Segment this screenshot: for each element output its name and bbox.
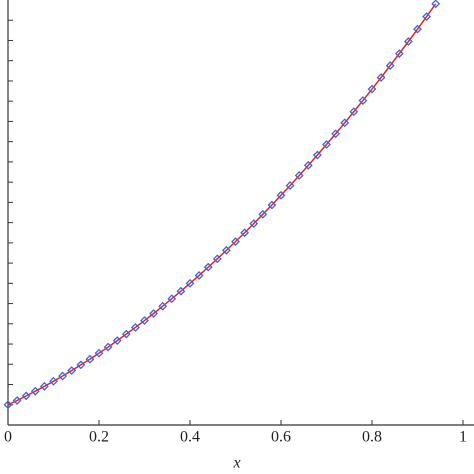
line (7, 3, 437, 406)
marker (285, 181, 295, 191)
marker (67, 366, 77, 375)
marker (312, 150, 322, 160)
marker (194, 271, 204, 280)
x-tick-label: 0.4 (180, 429, 200, 446)
marker (158, 301, 168, 311)
marker (103, 342, 113, 352)
marker (149, 309, 159, 318)
marker (94, 348, 104, 358)
marker (258, 209, 268, 219)
marker (21, 391, 31, 401)
marker (3, 400, 13, 410)
marker (185, 278, 195, 288)
marker (367, 84, 377, 94)
x-tick-label: 0.2 (89, 429, 109, 446)
marker (376, 73, 386, 82)
marker (130, 323, 140, 332)
marker (303, 160, 313, 170)
marker (212, 254, 222, 264)
marker (12, 396, 22, 405)
marker (203, 262, 213, 272)
marker (267, 200, 277, 210)
marker (167, 294, 177, 304)
marker (112, 336, 122, 346)
marker (276, 190, 286, 200)
marker (231, 237, 240, 247)
marker (394, 49, 404, 59)
marker (403, 37, 413, 46)
marker (221, 245, 231, 255)
marker (49, 376, 58, 386)
marker (76, 360, 86, 370)
marker (121, 329, 131, 339)
marker (331, 129, 341, 139)
marker (240, 228, 250, 238)
marker (249, 219, 259, 229)
marker (140, 316, 149, 325)
marker (85, 354, 95, 364)
marker (39, 381, 49, 391)
marker (431, 0, 441, 9)
marker (176, 286, 186, 296)
marker (30, 386, 40, 396)
marker (58, 371, 68, 381)
x-tick-label: 0.8 (362, 429, 382, 446)
marker (294, 171, 304, 180)
x-tick-label: 0 (4, 429, 12, 446)
x-axis-label: x (232, 455, 240, 472)
marker (349, 107, 359, 117)
x-tick-label: 0.6 (271, 429, 291, 446)
marker (340, 118, 350, 128)
marker (385, 61, 395, 70)
marker (422, 12, 432, 22)
marker (413, 24, 422, 34)
marker (322, 140, 331, 149)
x-tick-label: 1 (459, 429, 467, 446)
marker (358, 96, 368, 106)
